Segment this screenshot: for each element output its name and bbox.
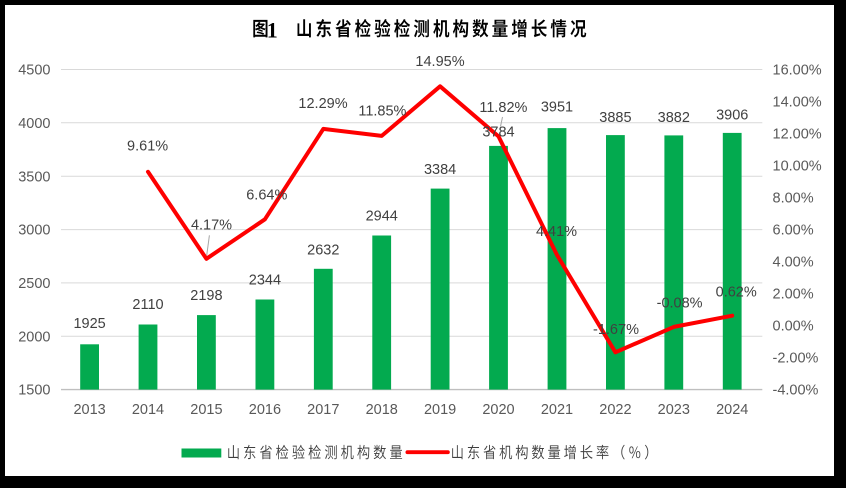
svg-text:2344: 2344 (249, 273, 281, 289)
svg-text:3882: 3882 (658, 110, 690, 126)
svg-text:2016: 2016 (249, 402, 281, 418)
svg-text:2019: 2019 (424, 402, 456, 418)
svg-text:6.64%: 6.64% (246, 188, 287, 204)
svg-text:2020: 2020 (482, 402, 514, 418)
svg-text:2018: 2018 (366, 402, 398, 418)
svg-text:2022: 2022 (599, 402, 631, 418)
svg-text:3906: 3906 (716, 107, 748, 123)
svg-text:0.62%: 0.62% (716, 284, 757, 300)
svg-text:3885: 3885 (599, 110, 631, 126)
svg-text:16.00%: 16.00% (773, 63, 822, 79)
svg-text:3784: 3784 (482, 125, 514, 141)
svg-text:2023: 2023 (658, 402, 690, 418)
svg-text:2.00%: 2.00% (773, 287, 814, 303)
svg-text:-4.00%: -4.00% (773, 383, 819, 399)
svg-text:2198: 2198 (190, 288, 222, 304)
svg-text:2017: 2017 (307, 402, 339, 418)
svg-text:3500: 3500 (18, 169, 50, 185)
svg-text:2024: 2024 (716, 402, 748, 418)
svg-text:2014: 2014 (132, 402, 164, 418)
svg-text:3951: 3951 (541, 100, 573, 116)
svg-text:1500: 1500 (18, 383, 50, 399)
svg-text:0.00%: 0.00% (773, 319, 814, 335)
svg-text:4.41%: 4.41% (536, 224, 577, 240)
svg-text:1925: 1925 (73, 316, 105, 332)
svg-text:10.00%: 10.00% (773, 159, 822, 175)
svg-text:4000: 4000 (18, 116, 50, 132)
svg-text:2944: 2944 (366, 209, 398, 225)
svg-text:1: 1 (267, 18, 278, 43)
svg-text:9.61%: 9.61% (127, 139, 168, 155)
svg-text:4500: 4500 (18, 63, 50, 79)
svg-text:2015: 2015 (190, 402, 222, 418)
svg-text:4.00%: 4.00% (773, 255, 814, 271)
svg-text:14.00%: 14.00% (773, 95, 822, 111)
svg-text:6.00%: 6.00% (773, 223, 814, 239)
svg-text:3000: 3000 (18, 223, 50, 239)
svg-text:12.00%: 12.00% (773, 127, 822, 143)
svg-text:-2.00%: -2.00% (773, 351, 819, 367)
svg-text:12.29%: 12.29% (298, 96, 347, 112)
svg-text:2500: 2500 (18, 276, 50, 292)
svg-text:2110: 2110 (132, 297, 163, 313)
svg-text:11.82%: 11.82% (479, 100, 527, 116)
svg-text:14.95%: 14.95% (415, 54, 464, 70)
svg-text:-0.08%: -0.08% (657, 295, 703, 311)
svg-text:4.17%: 4.17% (191, 218, 232, 234)
svg-text:2013: 2013 (73, 402, 105, 418)
svg-text:3384: 3384 (424, 162, 456, 178)
svg-text:2632: 2632 (307, 243, 339, 259)
svg-text:8.00%: 8.00% (773, 191, 814, 207)
svg-text:2000: 2000 (18, 329, 50, 345)
svg-text:-1.67%: -1.67% (593, 322, 639, 338)
svg-text:2021: 2021 (541, 402, 573, 418)
svg-text:11.85%: 11.85% (358, 103, 406, 119)
